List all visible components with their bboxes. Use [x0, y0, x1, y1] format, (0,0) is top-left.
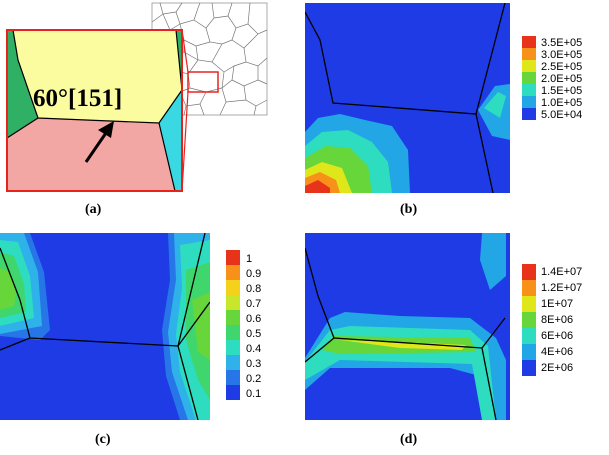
grain-green-left	[7, 30, 38, 138]
legend-swatch	[522, 360, 536, 376]
contour-map-b	[305, 3, 510, 193]
contour-map-c	[0, 233, 210, 420]
panel-label-b: (b)	[400, 202, 417, 217]
legend-swatch	[522, 296, 536, 312]
misorientation-annotation: 60°[151]	[33, 85, 122, 112]
legend-label: 0.7	[246, 298, 261, 310]
legend-swatch	[226, 265, 240, 280]
legend-label: 2E+06	[541, 362, 573, 374]
panel-label-d: (d)	[400, 432, 417, 447]
legend-label: 3.0E+05	[541, 49, 582, 61]
legend-label: 4E+06	[541, 346, 573, 358]
legend-label: 0.9	[246, 268, 261, 280]
grain-yellow	[13, 30, 182, 123]
legend-label: 5.0E+04	[541, 109, 582, 121]
boundary-arrow	[84, 121, 114, 163]
legend-swatch	[522, 84, 536, 96]
panel-c: 1 0.9 0.8 0.7 0.6 0.5 0.4 0.3 0.2 0.1 (c…	[0, 233, 261, 447]
legend-swatch	[522, 96, 536, 108]
legend-label: 0.1	[246, 388, 261, 400]
zoom-frame	[6, 29, 183, 192]
legend-label: 0.8	[246, 283, 261, 295]
legend-label: 1	[246, 253, 252, 265]
legend-label: 0.4	[246, 343, 261, 355]
legend-b: 3.5E+05 3.0E+05 2.5E+05 2.0E+05 1.5E+05 …	[522, 36, 582, 121]
legend-swatch	[522, 328, 536, 344]
legend-swatch	[522, 344, 536, 360]
legend-label: 1.5E+05	[541, 85, 582, 97]
legend-swatch	[522, 280, 536, 296]
panel-label-c: (c)	[95, 432, 111, 447]
legend-label: 1.2E+07	[541, 282, 582, 294]
legend-label: 2.5E+05	[541, 61, 582, 73]
legend-swatch	[522, 108, 536, 120]
zoom-source-box	[187, 71, 219, 93]
legend-swatch	[522, 60, 536, 72]
legend-swatch	[226, 340, 240, 355]
legend-swatch	[226, 280, 240, 295]
legend-swatch	[522, 72, 536, 84]
panel-b: 3.5E+05 3.0E+05 2.5E+05 2.0E+05 1.5E+05 …	[305, 3, 582, 217]
legend-label: 6E+06	[541, 330, 573, 342]
legend-label: 0.3	[246, 358, 261, 370]
panel-label-a: (a)	[85, 202, 102, 217]
legend-label: 2.0E+05	[541, 73, 582, 85]
legend-swatch	[226, 370, 240, 385]
legend-swatch	[522, 48, 536, 60]
grain-boundary	[158, 122, 176, 192]
legend-label: 3.5E+05	[541, 37, 582, 49]
grain-boundary	[6, 117, 39, 139]
legend-label: 1.0E+05	[541, 97, 582, 109]
legend-label: 0.6	[246, 313, 261, 325]
legend-c: 1 0.9 0.8 0.7 0.6 0.5 0.4 0.3 0.2 0.1	[226, 250, 261, 400]
legend-swatch	[522, 264, 536, 280]
legend-swatch	[226, 295, 240, 310]
legend-swatch	[226, 355, 240, 370]
contour-map-d	[305, 233, 510, 420]
legend-swatch	[522, 36, 536, 48]
legend-label: 0.2	[246, 373, 261, 385]
legend-swatch	[522, 312, 536, 328]
legend-label: 1.4E+07	[541, 266, 582, 278]
legend-swatch	[226, 385, 240, 400]
legend-d: 1.4E+07 1.2E+07 1E+07 8E+06 6E+06 4E+06 …	[522, 264, 582, 376]
legend-swatch	[226, 325, 240, 340]
legend-swatch	[226, 310, 240, 325]
legend-swatch	[226, 250, 240, 265]
legend-label: 0.5	[246, 328, 261, 340]
panel-a: 60°[151] (a)	[6, 2, 268, 217]
panel-d: 1.4E+07 1.2E+07 1E+07 8E+06 6E+06 4E+06 …	[305, 233, 582, 447]
legend-label: 1E+07	[541, 298, 573, 310]
legend-label: 8E+06	[541, 314, 573, 326]
